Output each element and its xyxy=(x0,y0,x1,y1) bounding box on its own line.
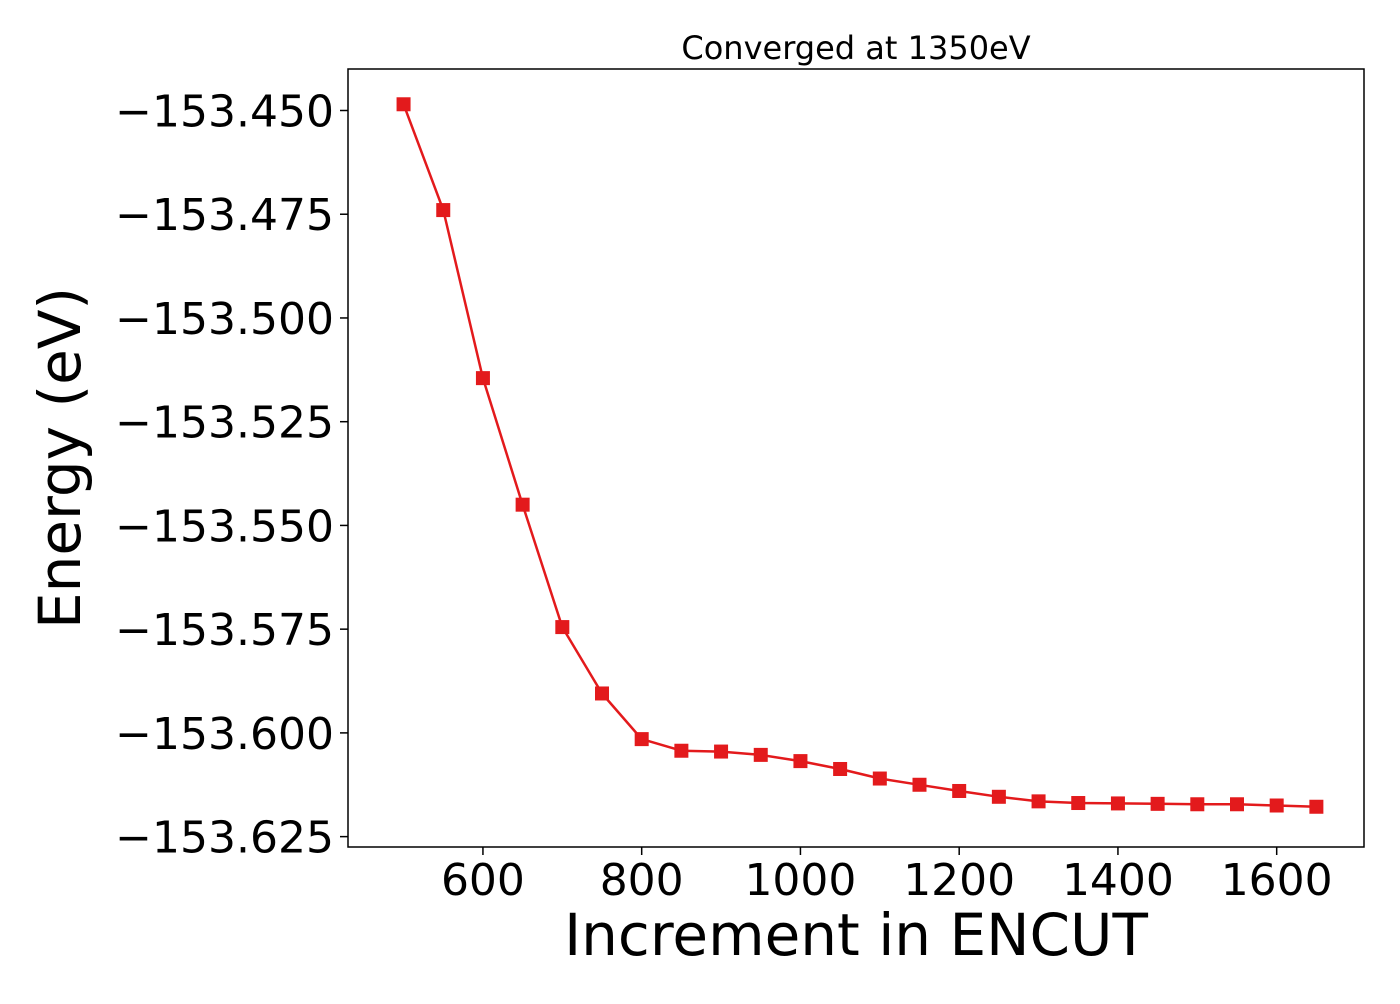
data-point xyxy=(753,747,768,762)
y-tick-label: −153.550 xyxy=(115,501,334,552)
x-tick-label: 1000 xyxy=(744,855,856,906)
data-point xyxy=(634,732,649,747)
data-point xyxy=(833,761,848,776)
data-point xyxy=(555,620,570,635)
data-point xyxy=(1071,796,1086,811)
y-tick-label: −153.625 xyxy=(115,813,334,864)
data-point xyxy=(674,743,689,758)
x-tick-label: 1200 xyxy=(903,855,1015,906)
data-point xyxy=(1309,799,1324,814)
y-tick-label: −153.525 xyxy=(115,398,334,449)
y-tick-label: −153.500 xyxy=(115,294,334,345)
data-point xyxy=(436,203,451,218)
data-point xyxy=(1150,796,1165,811)
x-tick-label: 1600 xyxy=(1221,855,1333,906)
chart-title: Converged at 1350eV xyxy=(681,29,1030,67)
x-tick-label: 600 xyxy=(441,855,525,906)
data-point xyxy=(714,744,729,759)
data-point xyxy=(991,789,1006,804)
data-point xyxy=(1230,797,1244,812)
series-layer xyxy=(396,97,1324,814)
x-axis-label: Increment in ENCUT xyxy=(564,901,1148,969)
plot-area-frame xyxy=(347,68,1365,848)
data-point xyxy=(1031,794,1046,809)
data-point xyxy=(793,754,808,769)
data-point xyxy=(872,771,887,786)
data-point xyxy=(595,686,609,701)
y-tick-label: −153.575 xyxy=(115,605,334,656)
y-tick-label: −153.600 xyxy=(115,709,334,760)
data-point xyxy=(1190,797,1205,812)
data-point xyxy=(396,97,411,112)
y-axis-ticks: −153.450 −153.475 −153.500 −153.525 −153.550… xyxy=(115,86,348,864)
x-tick-label: 800 xyxy=(600,855,684,906)
y-tick-label: −153.450 xyxy=(115,86,334,137)
data-point xyxy=(952,783,967,798)
data-point xyxy=(475,371,490,386)
x-tick-label: 1400 xyxy=(1062,855,1174,906)
data-point xyxy=(515,497,530,512)
data-point xyxy=(1110,796,1125,811)
data-point xyxy=(912,777,927,792)
y-axis-label: Energy (eV) xyxy=(26,287,94,629)
y-tick-label: −153.475 xyxy=(115,190,334,241)
data-point xyxy=(1269,798,1284,813)
x-axis-ticks: 600 800 1000 1200 1400 1600 xyxy=(441,847,1333,906)
